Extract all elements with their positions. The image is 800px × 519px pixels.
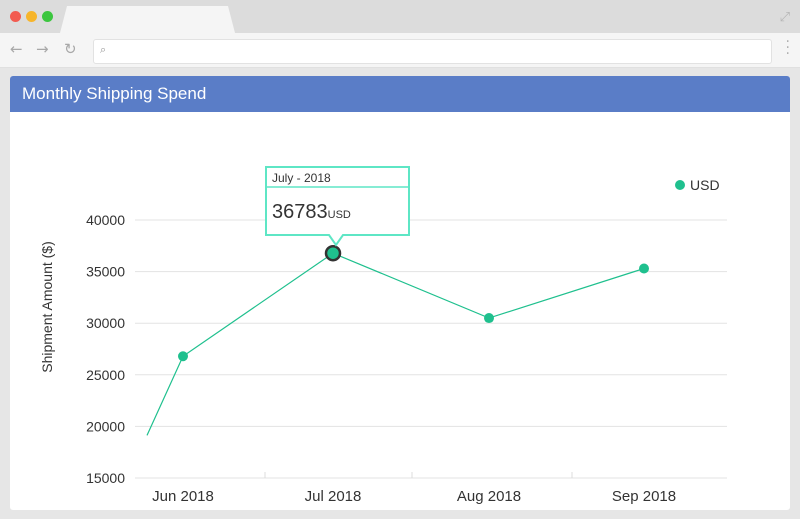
data-point-highlighted[interactable]	[324, 244, 342, 262]
y-tick-label: 30000	[86, 315, 125, 331]
x-tick-label: Aug 2018	[457, 488, 521, 505]
y-tick-label: 15000	[86, 470, 125, 486]
y-tick-label: 20000	[86, 418, 125, 434]
browser-title-bar: ⤢	[0, 0, 800, 33]
y-tick-label: 35000	[86, 264, 125, 280]
data-point[interactable]	[484, 313, 494, 324]
data-point[interactable]	[178, 351, 188, 362]
tooltip-value: 36783USD	[272, 201, 351, 223]
forward-arrow-icon[interactable]: →	[36, 40, 49, 58]
menu-icon[interactable]: · · ·	[785, 34, 790, 62]
browser-toolbar: ← → ↻ ⌕ · · ·	[0, 33, 800, 68]
tooltip-unit: USD	[328, 209, 351, 221]
y-tick-label: 40000	[86, 212, 125, 228]
x-tick-label: Jun 2018	[152, 488, 214, 505]
address-bar[interactable]: ⌕	[93, 39, 772, 64]
search-icon: ⌕	[100, 43, 107, 56]
x-tick-label: Sep 2018	[612, 488, 676, 505]
y-tick-labels: 15000 20000 25000 30000 35000 40000	[86, 212, 125, 486]
fullscreen-icon[interactable]: ⤢	[779, 9, 790, 24]
y-axis-label: Shipment Amount ($)	[39, 241, 55, 373]
legend-marker-usd	[675, 180, 685, 190]
minimize-window-icon[interactable]	[26, 11, 37, 22]
y-tick-label: 25000	[86, 367, 125, 383]
reload-icon[interactable]: ↻	[64, 40, 77, 58]
maximize-window-icon[interactable]	[42, 11, 53, 22]
chart-panel: Monthly Shipping Spend 15000 20000 25000 30…	[10, 76, 790, 510]
x-tick-labels: Jun 2018 Jul 2018 Aug 2018 Sep 2018	[152, 488, 676, 505]
series-usd	[146, 244, 649, 436]
legend: USD	[675, 177, 720, 193]
close-window-icon[interactable]	[10, 11, 21, 22]
panel-title: Monthly Shipping Spend	[10, 76, 790, 112]
grid-lines	[135, 219, 727, 479]
back-arrow-icon[interactable]: ←	[10, 40, 23, 58]
x-tick-label: Jul 2018	[305, 488, 362, 505]
tooltip-label: July - 2018	[272, 171, 331, 185]
tooltip: July - 2018 36783USD	[265, 166, 410, 247]
data-point[interactable]	[639, 263, 649, 274]
legend-label-usd: USD	[690, 177, 720, 193]
series-line	[146, 252, 645, 436]
browser-tab[interactable]	[60, 6, 235, 33]
